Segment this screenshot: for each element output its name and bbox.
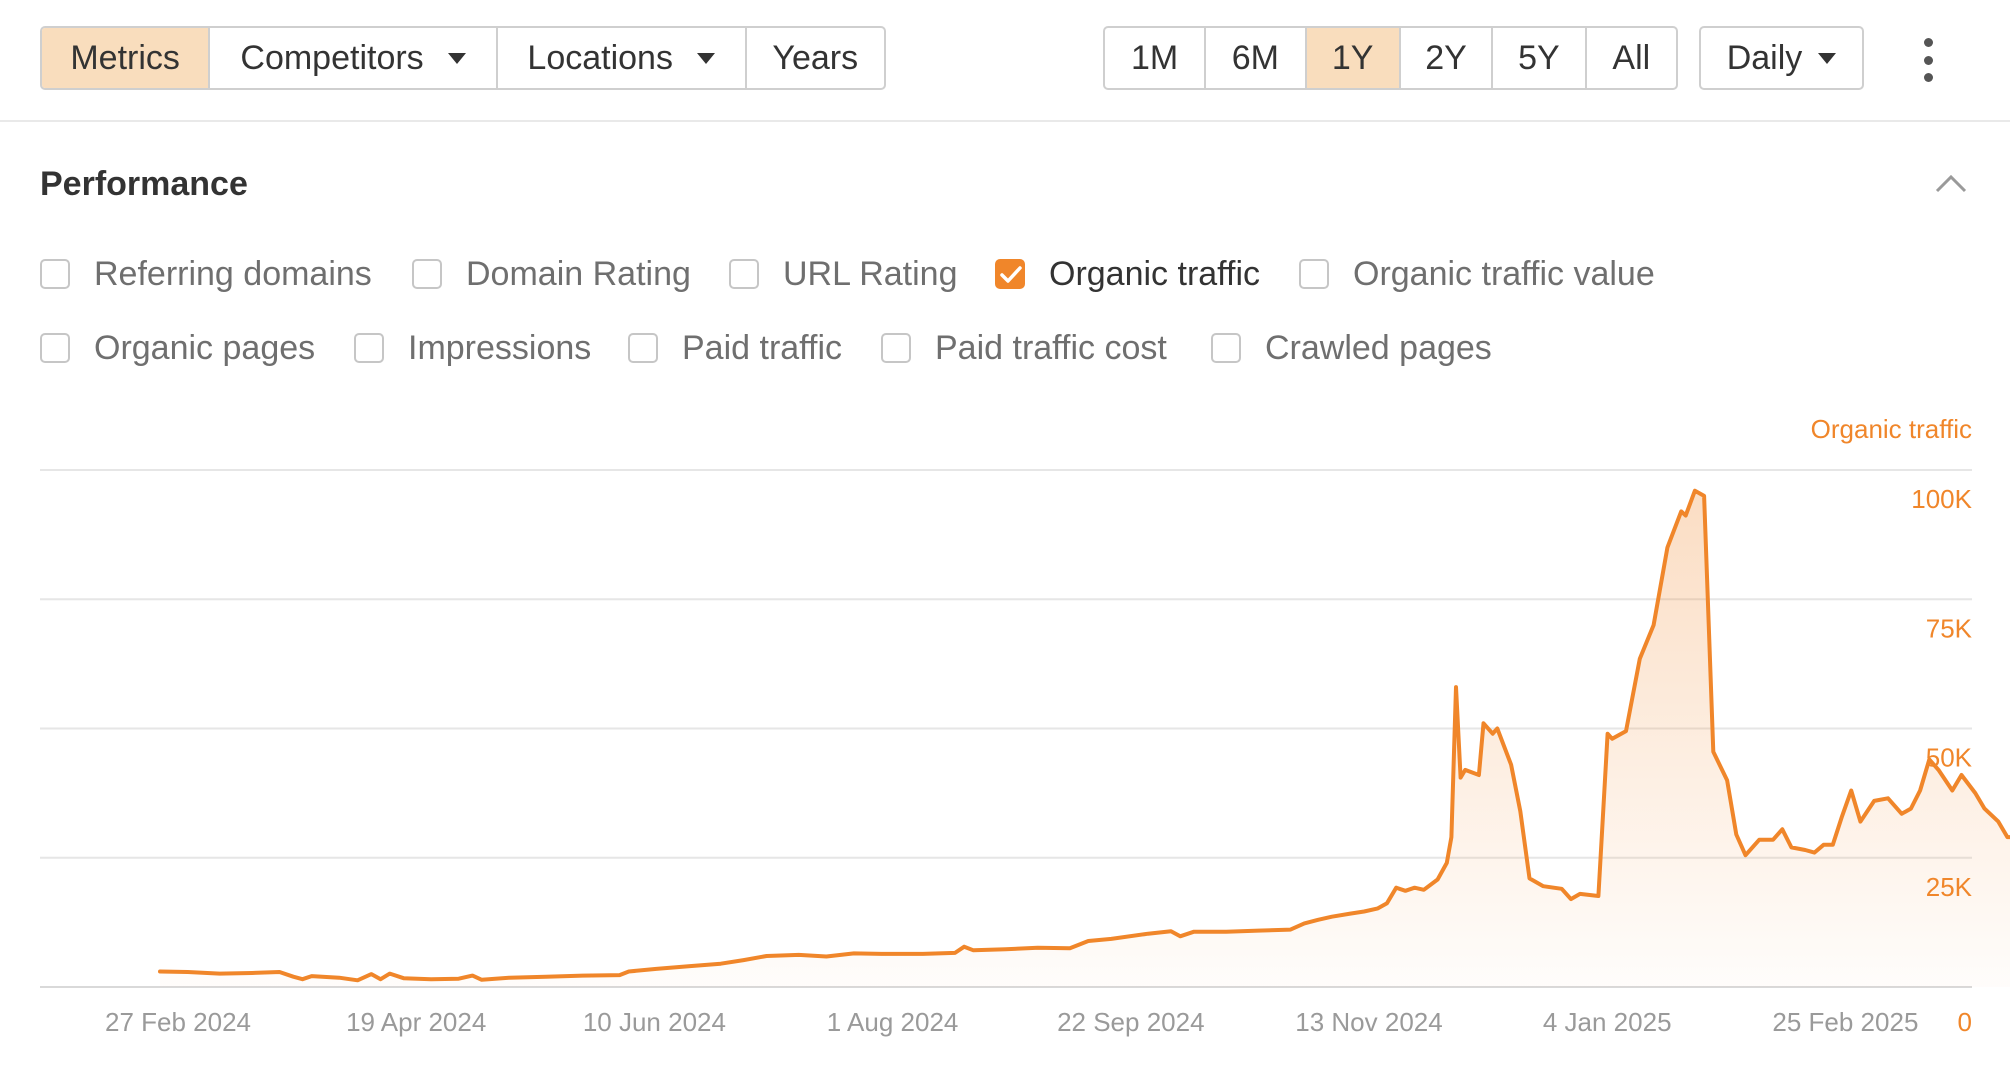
y-axis-title: Organic traffic xyxy=(1811,414,1972,444)
y-tick-label: 0 xyxy=(1958,1007,1972,1037)
metric-referring-domains[interactable]: Referring domains xyxy=(40,252,372,296)
range-button-group: 1M 6M 1Y 2Y 5Y All xyxy=(1103,26,1678,90)
metric-url-rating[interactable]: URL Rating xyxy=(729,252,957,296)
section-title: Performance xyxy=(40,165,248,203)
checkbox[interactable] xyxy=(40,333,70,363)
x-tick-label: 4 Jan 2025 xyxy=(1543,1007,1672,1037)
range-5y-label: 5Y xyxy=(1518,38,1560,77)
range-6m-label: 6M xyxy=(1231,38,1279,77)
x-tick-label: 25 Feb 2025 xyxy=(1772,1007,1918,1037)
chevron-up-icon[interactable] xyxy=(1934,172,1968,194)
x-tick-label: 10 Jun 2024 xyxy=(583,1007,726,1037)
metric-label: Domain Rating xyxy=(466,254,691,293)
tab-competitors[interactable]: Competitors xyxy=(210,28,498,88)
range-5y-button[interactable]: 5Y xyxy=(1493,28,1587,88)
metric-label: Paid traffic xyxy=(682,328,843,367)
organic-traffic-line xyxy=(158,488,2010,983)
caret-down-icon xyxy=(447,52,466,64)
range-2y-button[interactable]: 2Y xyxy=(1401,28,1494,88)
checkbox[interactable] xyxy=(1211,333,1241,363)
metric-domain-rating[interactable]: Domain Rating xyxy=(412,252,691,296)
tab-metrics[interactable]: Metrics xyxy=(42,28,211,88)
range-all-label: All xyxy=(1612,38,1651,77)
range-1m-label: 1M xyxy=(1131,38,1179,77)
range-1y-label: 1Y xyxy=(1331,38,1374,77)
toolbar: Metrics Competitors Locations Years 1M 6… xyxy=(0,0,2010,122)
checkmark-icon xyxy=(1000,266,1022,283)
x-tick-label: 27 Feb 2024 xyxy=(105,1007,251,1037)
metric-label: URL Rating xyxy=(783,254,958,293)
metric-label: Crawled pages xyxy=(1265,328,1492,367)
interval-select[interactable]: Daily xyxy=(1699,26,1864,90)
metric-crawled-pages[interactable]: Crawled pages xyxy=(1211,326,1492,370)
y-tick-label: 100K xyxy=(1911,484,1972,514)
x-tick-label: 1 Aug 2024 xyxy=(827,1007,959,1037)
tab-locations-label: Locations xyxy=(527,38,673,77)
tab-years-label: Years xyxy=(772,38,859,77)
range-1m-button[interactable]: 1M xyxy=(1105,28,1207,88)
checkbox[interactable] xyxy=(628,333,658,363)
checkbox[interactable] xyxy=(1299,259,1329,289)
metric-label: Paid traffic cost xyxy=(935,328,1167,367)
tab-years[interactable]: Years xyxy=(747,28,884,88)
checkbox[interactable] xyxy=(881,333,911,363)
metric-label: Referring domains xyxy=(94,254,372,293)
organic-traffic-chart: Organic traffic 100K 75K 50K 25K 0 27 Feb 202… xyxy=(40,414,2010,1037)
tab-competitors-label: Competitors xyxy=(240,38,424,77)
metric-organic-traffic[interactable]: Organic traffic xyxy=(995,252,1260,296)
metric-organic-pages[interactable]: Organic pages xyxy=(40,326,315,370)
metric-paid-traffic[interactable]: Paid traffic xyxy=(628,326,842,370)
caret-down-icon xyxy=(1818,52,1837,64)
metric-label: Impressions xyxy=(408,328,592,367)
x-tick-label: 19 Apr 2024 xyxy=(346,1007,486,1037)
metric-label: Organic traffic xyxy=(1049,254,1261,293)
y-tick-label: 50K xyxy=(1926,743,1973,773)
checkbox[interactable] xyxy=(412,259,442,289)
range-6m-button[interactable]: 6M xyxy=(1206,28,1307,88)
kebab-icon[interactable] xyxy=(1916,38,1940,82)
metric-impressions[interactable]: Impressions xyxy=(354,326,591,370)
metric-label: Organic traffic value xyxy=(1353,254,1655,293)
caret-down-icon xyxy=(696,52,715,64)
interval-select-button[interactable]: Daily xyxy=(1701,28,1862,88)
organic-traffic-area xyxy=(160,490,2010,987)
view-tab-group: Metrics Competitors Locations Years xyxy=(40,26,886,90)
metric-paid-traffic-cost[interactable]: Paid traffic cost xyxy=(881,326,1167,370)
metric-label: Organic pages xyxy=(94,328,316,367)
checkbox-checked[interactable] xyxy=(995,259,1025,289)
checkbox[interactable] xyxy=(40,259,70,289)
range-1y-button[interactable]: 1Y xyxy=(1306,28,1401,88)
checkbox[interactable] xyxy=(729,259,759,289)
interval-label: Daily xyxy=(1726,38,1803,77)
tab-locations[interactable]: Locations xyxy=(498,28,747,88)
checkbox[interactable] xyxy=(354,333,384,363)
range-2y-label: 2Y xyxy=(1425,38,1467,77)
metric-organic-traffic-value[interactable]: Organic traffic value xyxy=(1299,252,1655,296)
x-tick-label: 22 Sep 2024 xyxy=(1057,1007,1204,1037)
range-all-button[interactable]: All xyxy=(1587,28,1676,88)
y-tick-label: 25K xyxy=(1926,872,1973,902)
y-tick-label: 75K xyxy=(1926,613,1973,643)
x-tick-label: 13 Nov 2024 xyxy=(1295,1007,1442,1037)
tab-metrics-label: Metrics xyxy=(70,38,180,77)
